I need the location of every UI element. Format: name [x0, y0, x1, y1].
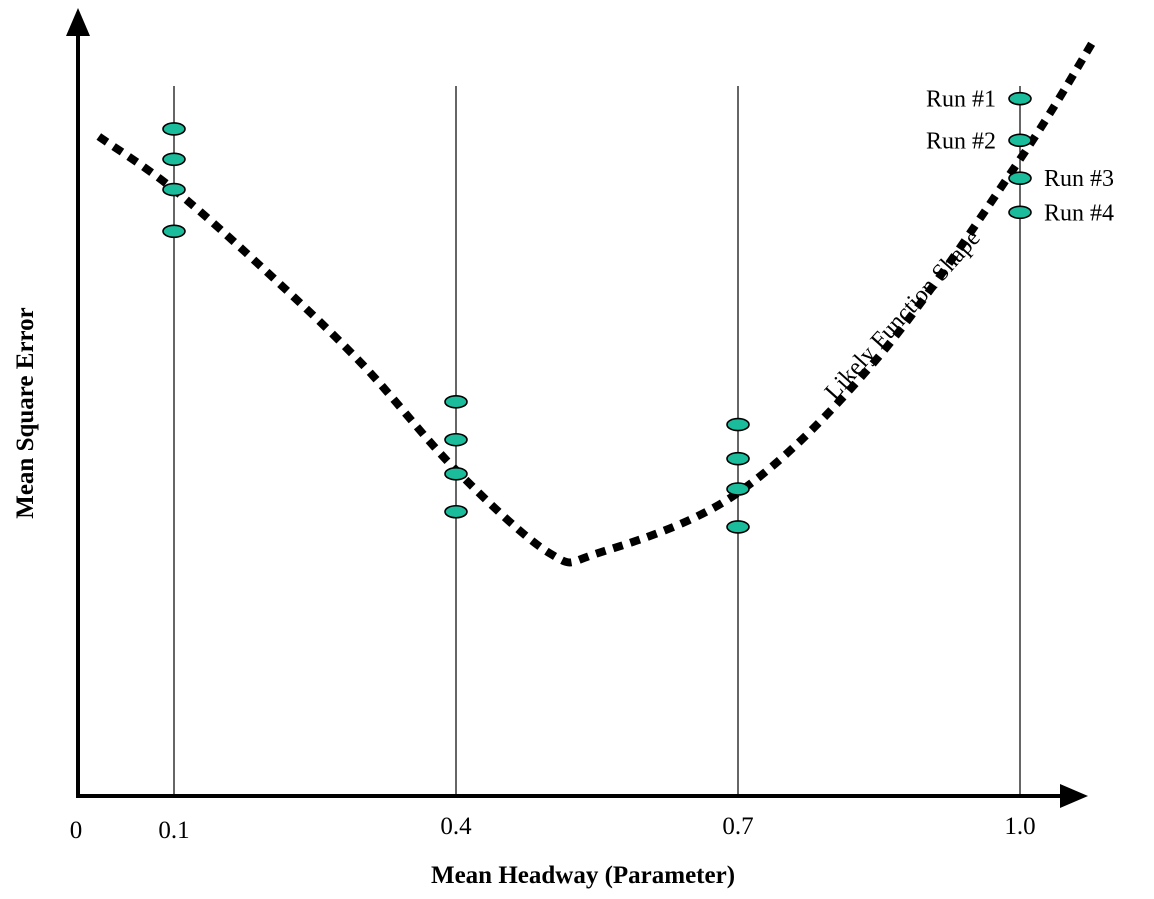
run-label-3: Run #3: [1044, 166, 1114, 192]
function-curve: [96, 35, 1099, 567]
data-point-run-3: [444, 467, 468, 481]
x-tick-label: 0.4: [440, 813, 472, 840]
x-axis-arrowhead: [1060, 784, 1088, 808]
x-tick-label: 0: [70, 817, 83, 844]
run-label-4: Run #4: [1044, 200, 1114, 226]
data-point-run-1: [162, 122, 186, 136]
curve-label: Likely Function Shape: [820, 225, 986, 405]
labels: 0 0.1 0.4 0.7 1.0 Run #1 Run #2 Run #3 Run #4 Lik…: [70, 87, 1114, 844]
data-point-run-1: [726, 417, 750, 432]
data-point-run-3: [726, 482, 750, 496]
run-label-1: Run #1: [926, 87, 996, 113]
data-point-run-4: [726, 520, 750, 534]
x-tick-label: 1.0: [1004, 813, 1035, 840]
data-point-run-4: [444, 504, 468, 519]
data-point-run-4: [1008, 205, 1032, 220]
function-curve-line: [96, 35, 1099, 567]
data-point-run-4: [162, 224, 186, 239]
y-axis-title: Mean Square Error: [12, 307, 39, 519]
data-point-run-1: [444, 395, 468, 409]
x-axis-title: Mean Headway (Parameter): [431, 862, 735, 889]
data-point-run-1: [1008, 91, 1032, 106]
data-points: [162, 91, 1032, 534]
data-point-run-2: [162, 152, 186, 167]
data-point-run-3: [162, 182, 186, 197]
vertical-grid: [173, 86, 1021, 796]
data-point-run-2: [726, 451, 750, 466]
data-point-run-2: [444, 432, 468, 447]
data-point-run-2: [1008, 133, 1032, 148]
x-tick-label: 0.1: [158, 817, 189, 844]
y-axis-arrowhead: [66, 8, 90, 36]
run-label-2: Run #2: [926, 128, 996, 154]
x-tick-label: 0.7: [722, 813, 753, 840]
data-point-run-3: [1008, 171, 1032, 186]
